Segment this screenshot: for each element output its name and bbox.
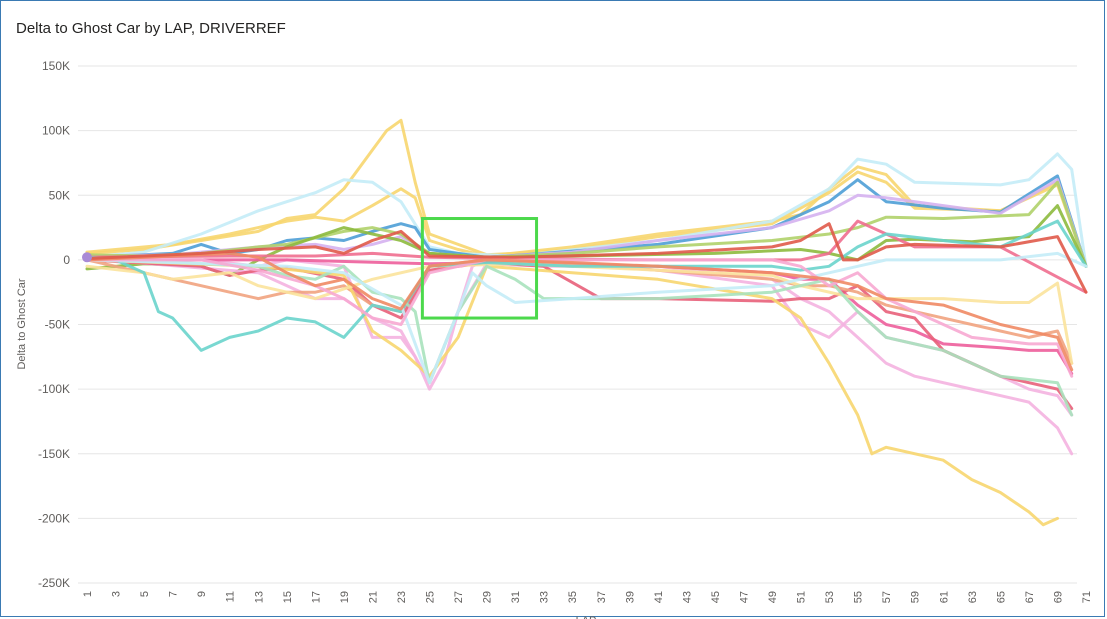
x-tick-label: 35 (567, 591, 579, 603)
x-tick-label: 1 (82, 591, 94, 597)
series-line-20 (85, 251, 1074, 372)
series-line-18 (85, 251, 1088, 385)
y-tick-label: 0 (63, 253, 70, 267)
x-tick-label: 9 (196, 591, 208, 597)
y-tick-label: -50K (45, 318, 70, 332)
y-tick-label: -250K (38, 576, 70, 590)
chart-title: Delta to Ghost Car by LAP, DRIVERREF (16, 20, 286, 37)
x-tick-label: 29 (482, 591, 494, 603)
y-tick-label: 50K (49, 188, 70, 202)
x-tick-label: 7 (168, 591, 180, 597)
x-tick-label: 55 (853, 591, 865, 603)
x-tick-label: 57 (881, 591, 893, 603)
x-axis-title: LAP (576, 615, 597, 619)
x-tick-label: 45 (710, 591, 722, 603)
x-tick-label: 31 (510, 591, 522, 603)
x-tick-label: 21 (367, 591, 379, 603)
y-tick-label: 100K (42, 124, 70, 138)
x-tick-label: 19 (339, 591, 351, 603)
highlight-box (420, 217, 539, 320)
x-tick-label: 47 (738, 591, 750, 603)
series-line-19 (85, 258, 1074, 378)
x-tick-label: 3 (111, 591, 123, 597)
x-tick-label: 39 (624, 591, 636, 603)
x-tick-label: 61 (938, 591, 950, 603)
x-tick-label: 17 (310, 591, 322, 603)
x-tick-label: 33 (539, 591, 551, 603)
x-tick-label: 23 (396, 591, 408, 603)
x-tick-label: 51 (796, 591, 808, 603)
x-tick-label: 49 (767, 591, 779, 603)
x-tick-label: 27 (453, 591, 465, 603)
x-tick-label: 43 (681, 591, 693, 603)
series-line-14 (85, 258, 1059, 527)
series-line-21 (85, 222, 1088, 294)
x-tick-label: 37 (596, 591, 608, 603)
x-tick-label: 25 (425, 591, 437, 603)
x-tick-label: 13 (253, 591, 265, 603)
y-tick-label: -150K (38, 447, 70, 461)
x-tick-label: 67 (1024, 591, 1036, 603)
x-tick-label: 11 (225, 591, 237, 602)
x-tick-label: 59 (910, 591, 922, 603)
x-tick-label: 5 (139, 591, 151, 597)
y-tick-label: -200K (38, 511, 70, 525)
y-tick-label: -100K (38, 382, 70, 396)
x-tick-label: 69 (1052, 591, 1064, 603)
y-tick-label: 150K (42, 59, 70, 73)
x-tick-label: 15 (282, 591, 294, 603)
x-tick-label: 41 (653, 591, 665, 603)
x-tick-label: 71 (1081, 591, 1093, 603)
x-tick-label: 63 (967, 591, 979, 603)
x-tick-label: 65 (995, 591, 1007, 603)
series-line-16 (85, 219, 1088, 352)
start-point-marker (82, 252, 92, 263)
series-line-1 (85, 118, 1088, 268)
x-tick-label: 53 (824, 591, 836, 603)
